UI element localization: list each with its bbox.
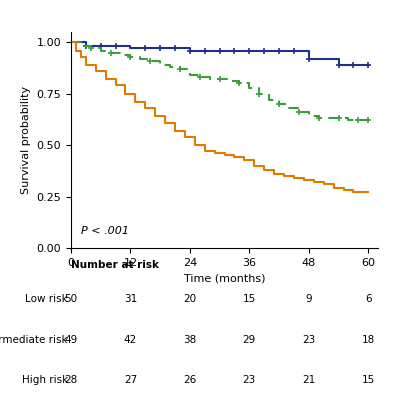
Text: 49: 49 — [64, 334, 78, 344]
Text: 27: 27 — [124, 375, 137, 385]
Text: 42: 42 — [124, 334, 137, 344]
Text: 21: 21 — [302, 375, 316, 385]
Text: 50: 50 — [64, 294, 78, 304]
Text: 6: 6 — [365, 294, 372, 304]
Text: 15: 15 — [362, 375, 375, 385]
Text: 20: 20 — [183, 294, 197, 304]
Y-axis label: Survival probability: Survival probability — [21, 86, 31, 194]
Text: 18: 18 — [362, 334, 375, 344]
Text: 38: 38 — [183, 334, 197, 344]
Text: 23: 23 — [302, 334, 316, 344]
Text: Number at risk: Number at risk — [71, 260, 159, 270]
Text: 15: 15 — [243, 294, 256, 304]
Text: 31: 31 — [124, 294, 137, 304]
Text: 26: 26 — [183, 375, 197, 385]
Text: 28: 28 — [64, 375, 78, 385]
Text: 9: 9 — [305, 294, 312, 304]
Text: Intermediate risk: Intermediate risk — [0, 334, 68, 344]
Text: 23: 23 — [243, 375, 256, 385]
X-axis label: Time (months): Time (months) — [184, 273, 265, 283]
Text: Low risk: Low risk — [25, 294, 68, 304]
Text: High risk: High risk — [22, 375, 68, 385]
Text: 29: 29 — [243, 334, 256, 344]
Text: P < .001: P < .001 — [81, 226, 129, 236]
